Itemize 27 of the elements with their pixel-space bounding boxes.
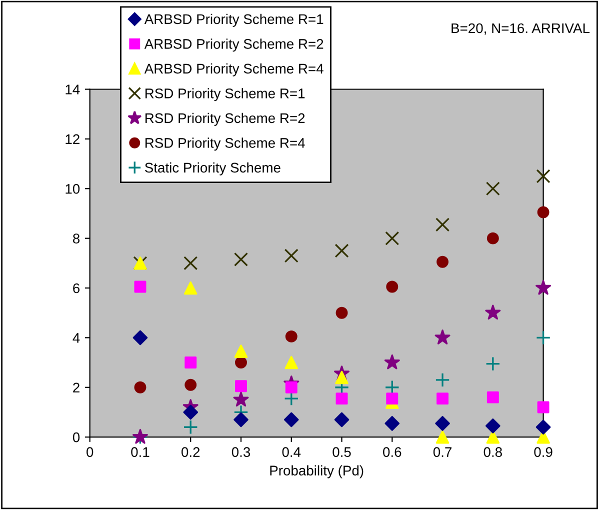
legend-label: RSD Priority Scheme R=1 xyxy=(146,88,305,102)
legend-label: RSD Priority Scheme R=4 xyxy=(146,138,305,151)
legend-label: ARBSD Priority Scheme R=4 xyxy=(144,63,324,76)
x-axis-title: Probability (Pd) xyxy=(270,465,364,478)
x-tick-label: 0 xyxy=(86,447,94,457)
x-tick-label: 0.3 xyxy=(232,447,250,457)
x-tick-label: 0.5 xyxy=(332,447,351,457)
y-tick-label: 2 xyxy=(73,382,80,392)
y-tick-label: 10 xyxy=(66,184,80,194)
legend-label: ARBSD Priority Scheme R=1 xyxy=(144,14,324,27)
x-tick-label: 0.9 xyxy=(534,447,552,457)
text: B=20, N=16. ARRIVAL xyxy=(452,23,590,35)
x-tick-label: 0.4 xyxy=(282,447,301,457)
legend-label: RSD Priority Scheme R=2 xyxy=(146,112,305,126)
legend-label: Static Priority Scheme xyxy=(144,162,280,176)
y-tick-label: 0 xyxy=(72,432,80,442)
x-tick-label: 0.2 xyxy=(182,447,200,457)
legend-label: ARBSD Priority Scheme R=2 xyxy=(144,38,324,52)
x-tick-label: 0.8 xyxy=(484,447,502,457)
y-tick-label: 8 xyxy=(73,234,80,244)
x-tick-label: 0.6 xyxy=(383,447,402,457)
y-tick-label: 14 xyxy=(66,84,80,94)
x-tick-label: 0.7 xyxy=(433,447,452,457)
x-tick-label: 0.1 xyxy=(131,447,150,457)
y-tick-label: 12 xyxy=(66,134,80,144)
y-tick-label: 4 xyxy=(72,333,80,343)
y-tick-label: 6 xyxy=(73,283,80,294)
